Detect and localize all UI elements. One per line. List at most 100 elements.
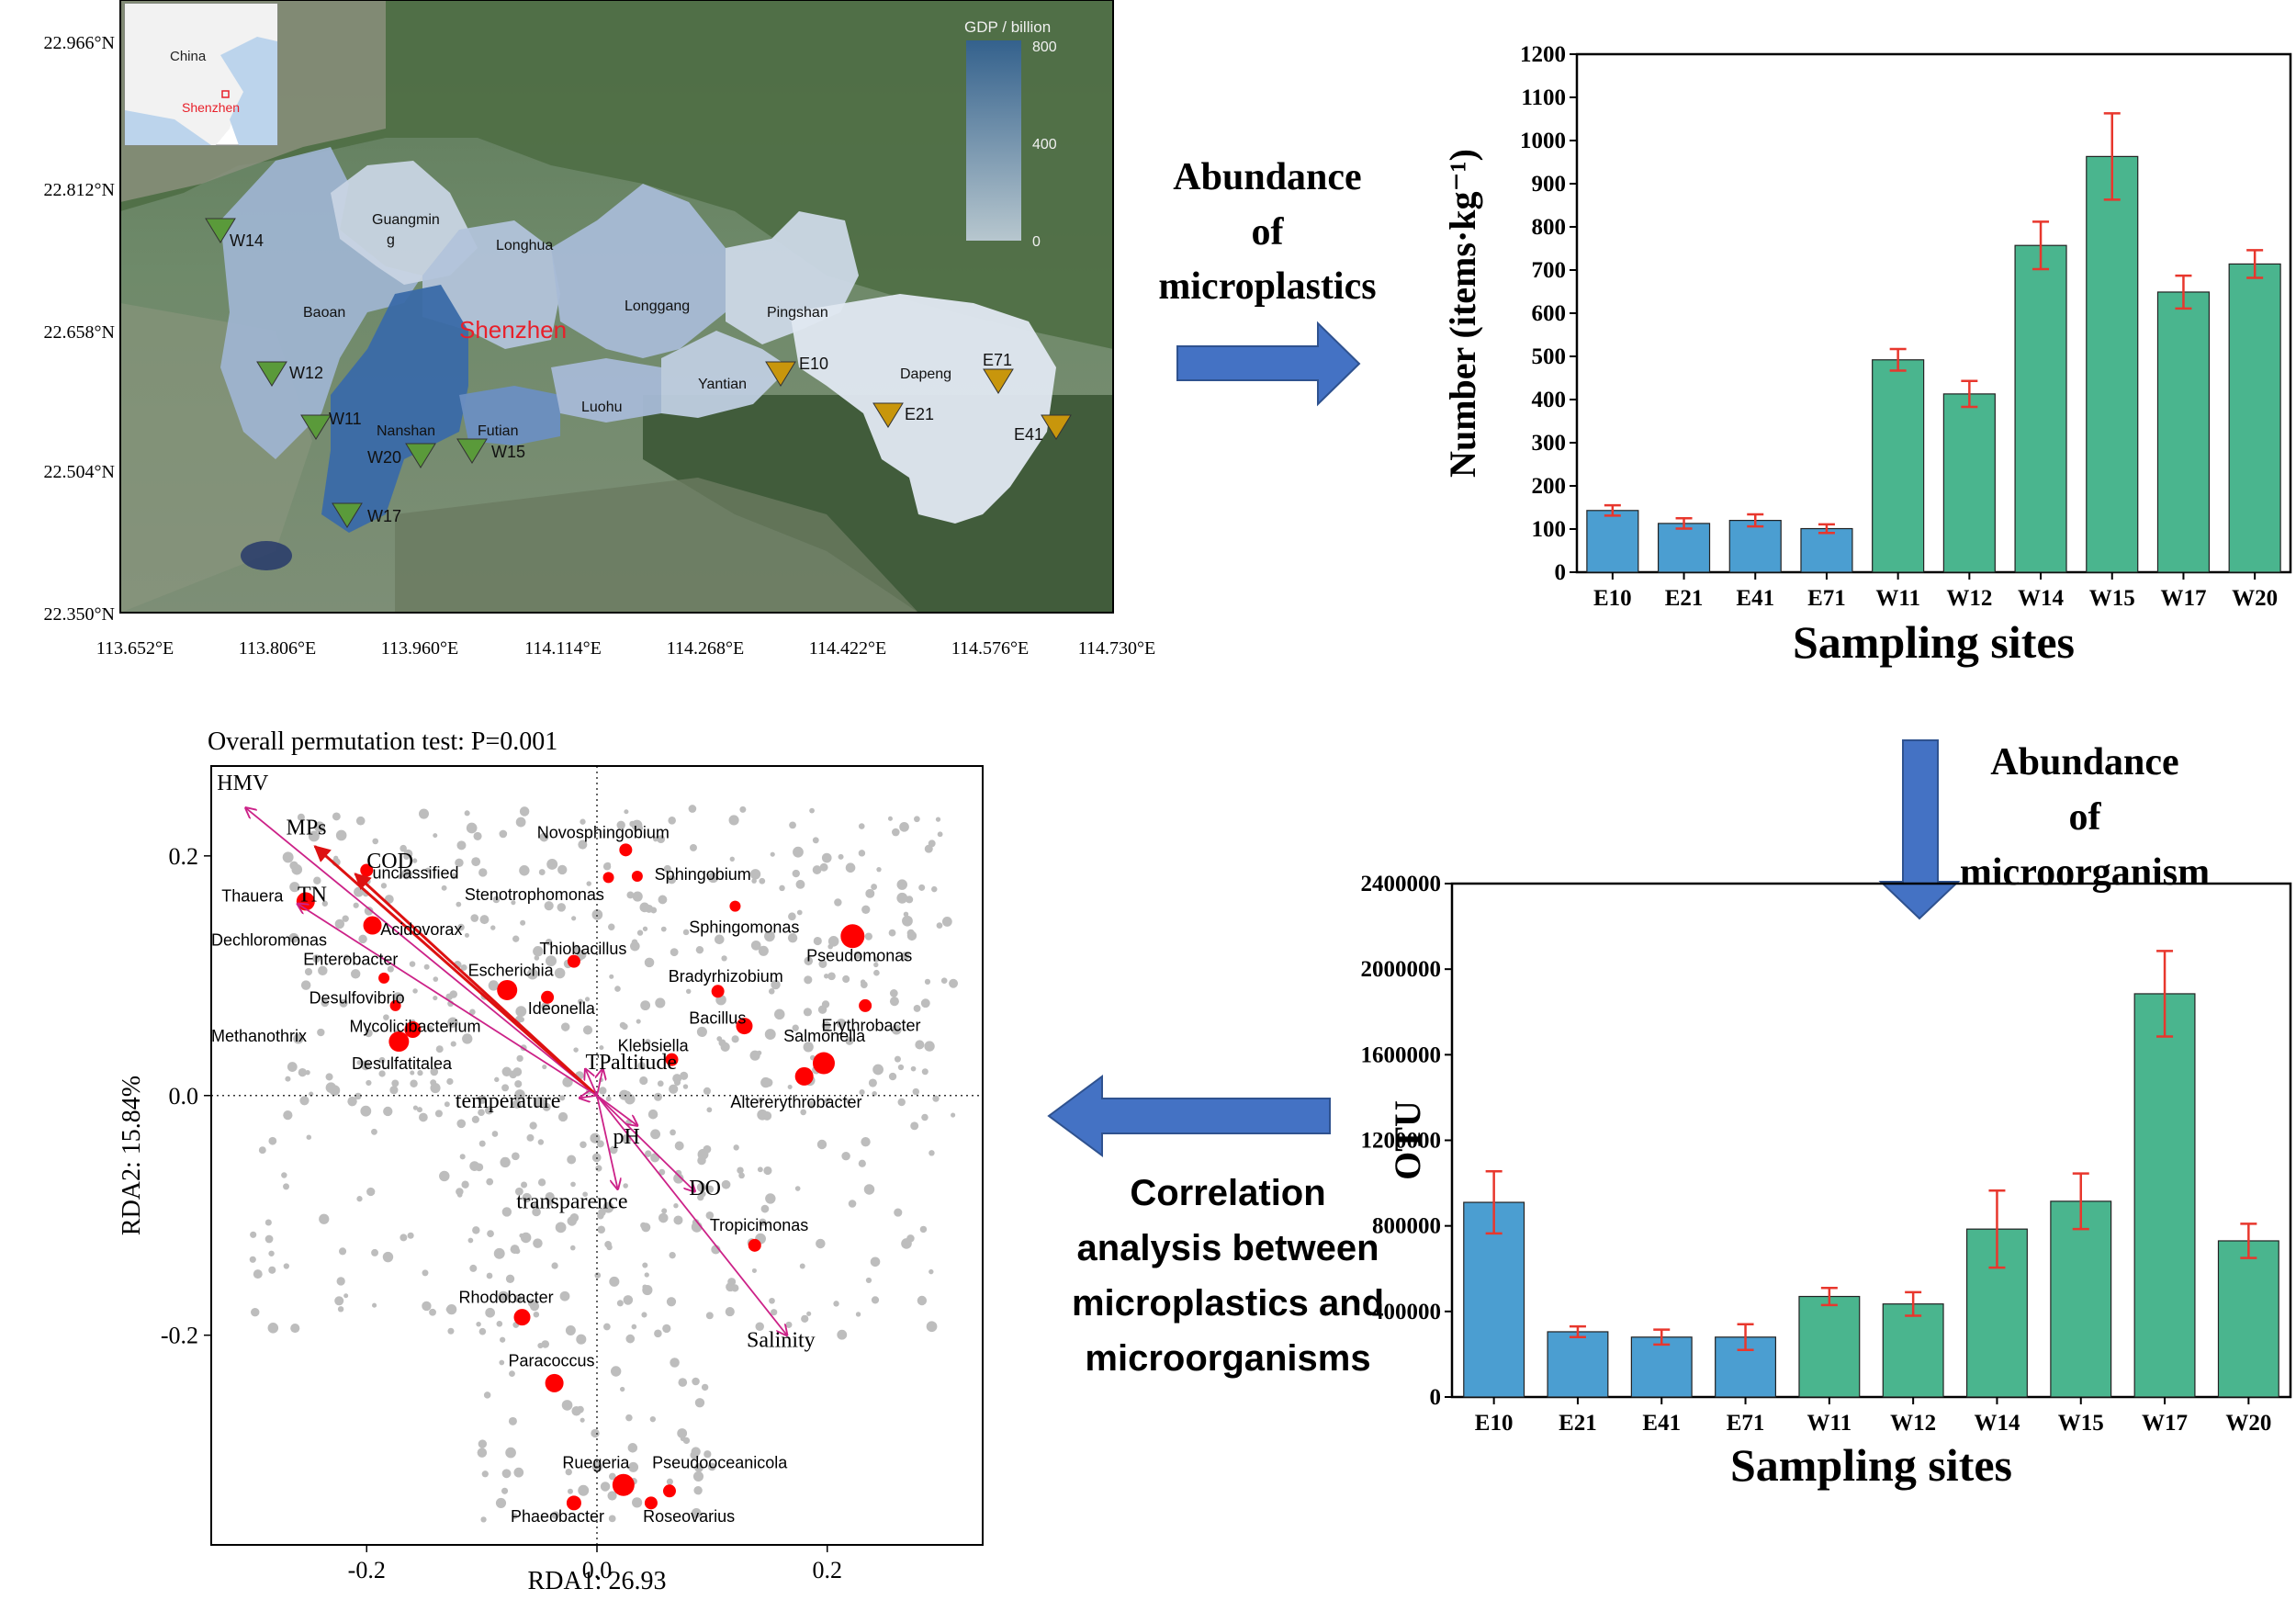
background-point bbox=[853, 951, 862, 960]
background-point bbox=[718, 1039, 726, 1047]
background-point bbox=[623, 1295, 634, 1305]
background-point bbox=[595, 1165, 602, 1172]
y-axis-title: Number (items·kg⁻¹) bbox=[1442, 149, 1483, 478]
district-dapeng bbox=[790, 294, 1056, 524]
background-point bbox=[876, 866, 882, 873]
background-point bbox=[554, 967, 566, 979]
gdp-legend-title: GDP / billion bbox=[964, 18, 1051, 36]
taxon-label: Desulfatitalea bbox=[352, 1054, 453, 1073]
background-point bbox=[625, 1334, 636, 1344]
background-point bbox=[821, 1000, 830, 1008]
inset-location-marker bbox=[221, 90, 230, 98]
background-point bbox=[731, 1284, 739, 1292]
background-point bbox=[343, 1293, 349, 1299]
background-point bbox=[626, 891, 635, 899]
background-point bbox=[645, 1039, 651, 1045]
label-abundance-mo-line1: Abundance bbox=[1990, 741, 2178, 783]
background-point bbox=[604, 1240, 612, 1248]
background-point bbox=[412, 1105, 419, 1110]
y-tick-label: 0.0 bbox=[169, 1083, 199, 1110]
background-point bbox=[505, 1274, 515, 1283]
y-tick-label: 2400000 bbox=[1361, 872, 1442, 896]
background-point bbox=[469, 1264, 478, 1272]
site-triangle bbox=[456, 438, 488, 464]
y-tick-label: 800 bbox=[1532, 215, 1567, 240]
background-point bbox=[836, 1018, 847, 1029]
bar-w14 bbox=[2014, 244, 2067, 573]
y-tick-label: -0.2 bbox=[161, 1323, 198, 1349]
background-point bbox=[729, 856, 735, 862]
background-point bbox=[387, 965, 394, 973]
background-point bbox=[501, 1207, 512, 1217]
label-abundance-mp-line1: Abundance bbox=[1173, 156, 1361, 198]
site-marker-w15: W15 bbox=[456, 438, 525, 464]
background-point bbox=[287, 1062, 298, 1072]
background-point bbox=[733, 1144, 739, 1151]
background-point bbox=[636, 930, 644, 936]
background-point bbox=[818, 959, 827, 968]
background-point bbox=[760, 1076, 771, 1088]
background-point bbox=[926, 1321, 938, 1333]
y-tick-label: 1000 bbox=[1520, 129, 1566, 153]
background-point bbox=[559, 1095, 566, 1101]
background-point bbox=[441, 885, 447, 891]
background-point bbox=[610, 1366, 622, 1377]
background-point bbox=[498, 1290, 510, 1302]
background-point bbox=[522, 1192, 532, 1203]
background-point bbox=[596, 1140, 604, 1148]
background-point bbox=[804, 956, 814, 966]
background-point bbox=[794, 1186, 801, 1191]
background-point bbox=[759, 877, 766, 885]
taxon-label: Stenotrophomonas bbox=[465, 885, 604, 904]
background-point bbox=[542, 1064, 547, 1070]
background-point bbox=[557, 903, 567, 912]
background-point bbox=[321, 998, 330, 1008]
background-point bbox=[484, 1106, 494, 1115]
y-tick-label: 700 bbox=[1532, 258, 1567, 283]
x-axis-title: Sampling sites bbox=[1730, 1439, 2012, 1491]
flow-down-arrow bbox=[1878, 739, 1961, 920]
background-point bbox=[801, 1314, 809, 1323]
background-point bbox=[456, 1192, 463, 1198]
taxon-label: Dechloromonas bbox=[211, 931, 327, 950]
x-tick-label: -0.2 bbox=[348, 1557, 386, 1583]
background-point bbox=[793, 846, 804, 858]
background-point bbox=[645, 1150, 652, 1157]
taxon-point bbox=[812, 1052, 835, 1075]
background-point bbox=[542, 1102, 551, 1111]
background-point bbox=[673, 1215, 683, 1225]
gdp-legend: GDP / billion 800 400 0 bbox=[964, 18, 1057, 250]
background-point bbox=[439, 1170, 450, 1182]
lon-label: 113.652°E bbox=[96, 638, 174, 659]
background-point bbox=[513, 1467, 524, 1478]
background-point bbox=[931, 885, 938, 893]
background-point bbox=[487, 1230, 494, 1238]
background-point bbox=[764, 1029, 776, 1041]
district-futian bbox=[459, 386, 560, 445]
taxon-label: Tropicimonas bbox=[710, 1216, 808, 1234]
background-point bbox=[325, 1073, 333, 1081]
background-point bbox=[647, 1109, 658, 1120]
lon-label: 113.806°E bbox=[239, 638, 316, 659]
background-point bbox=[472, 1226, 480, 1234]
label-abundance-mo-line2: of bbox=[2069, 796, 2102, 839]
background-point bbox=[668, 817, 676, 825]
site-label: W15 bbox=[491, 443, 525, 461]
taxon-point bbox=[665, 1053, 679, 1066]
background-point bbox=[913, 1005, 921, 1012]
background-point bbox=[940, 977, 948, 985]
site-label: W11 bbox=[329, 410, 362, 428]
taxon-point bbox=[389, 999, 401, 1011]
background-point bbox=[526, 1133, 535, 1142]
background-point bbox=[372, 1302, 377, 1308]
background-point bbox=[281, 1172, 287, 1178]
background-point bbox=[682, 1437, 691, 1445]
site-marker-w14: W14 bbox=[205, 218, 264, 250]
background-point bbox=[308, 830, 320, 842]
background-point bbox=[551, 1262, 558, 1269]
background-point bbox=[599, 1087, 607, 1095]
background-point bbox=[424, 867, 431, 873]
background-point bbox=[804, 975, 813, 985]
variable-label: pH bbox=[613, 1125, 640, 1149]
background-point bbox=[937, 831, 943, 838]
